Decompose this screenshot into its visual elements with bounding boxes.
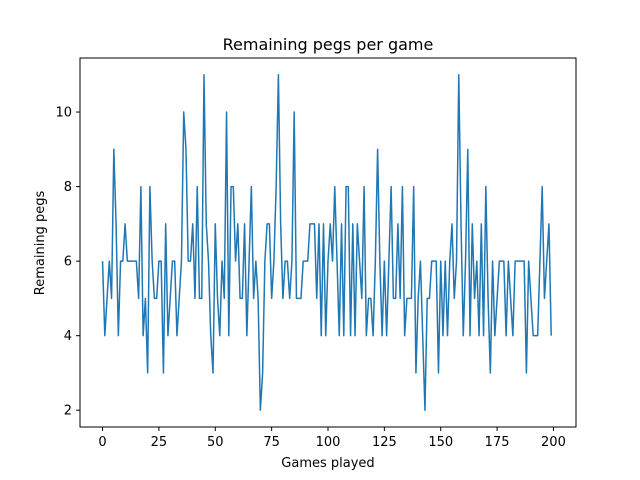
x-tick-label: 25 xyxy=(151,435,168,450)
y-tick-label: 2 xyxy=(64,404,72,419)
x-tick-label: 75 xyxy=(263,435,280,450)
y-tick-label: 10 xyxy=(55,106,72,121)
x-tick-label: 150 xyxy=(428,435,453,450)
y-axis-label: Remaining pegs xyxy=(33,191,48,296)
y-tick-label: 4 xyxy=(64,329,72,344)
x-tick-label: 50 xyxy=(207,435,224,450)
y-tick-label: 8 xyxy=(64,180,72,195)
x-tick-label: 125 xyxy=(372,435,397,450)
series-line-0 xyxy=(101,74,552,411)
y-tick-label: 6 xyxy=(64,255,72,270)
x-axis-label: Games played xyxy=(281,456,374,471)
x-tick-label: 0 xyxy=(98,435,106,450)
x-tick-label: 200 xyxy=(541,435,566,450)
chart-title: Remaining pegs per game xyxy=(223,35,434,54)
x-tick-label: 175 xyxy=(485,435,510,450)
axes-frame xyxy=(79,57,577,428)
ticks-layer: 0 25 50 75 100 125 150 175 200 2 4 6 8 10 xyxy=(55,106,565,450)
marks-layer xyxy=(101,74,552,411)
x-tick-label: 100 xyxy=(316,435,341,450)
